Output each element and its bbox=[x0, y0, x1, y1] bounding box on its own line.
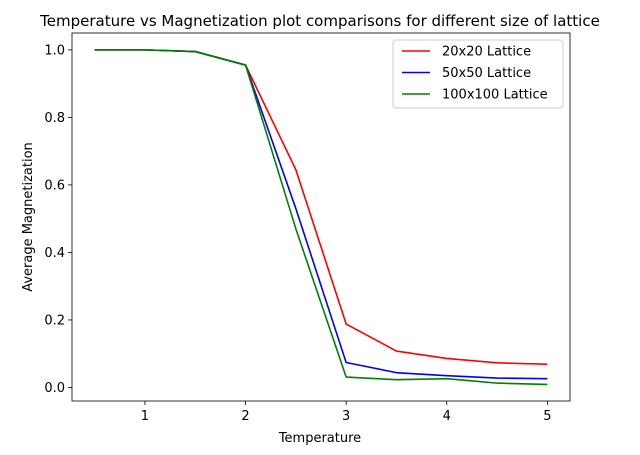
series-line-3 bbox=[94, 49, 548, 386]
y-tick-label: 0.4 bbox=[44, 246, 65, 261]
x-axis: 1 2 3 4 5 bbox=[141, 401, 552, 424]
legend-label: 100x100 Lattice bbox=[442, 88, 548, 103]
plot-frame bbox=[71, 32, 571, 402]
series-lines bbox=[94, 49, 548, 386]
legend-label: 20x20 Lattice bbox=[442, 45, 531, 60]
legend: 20x20 Lattice 50x50 Lattice 100x100 Lattic… bbox=[392, 39, 564, 109]
y-tick-label: 1.0 bbox=[44, 43, 65, 58]
x-tick-label: 1 bbox=[141, 409, 149, 424]
y-tick-label: 0.2 bbox=[44, 313, 65, 328]
legend-label: 50x50 Lattice bbox=[442, 66, 531, 81]
x-tick-label: 4 bbox=[443, 409, 451, 424]
y-tick-label: 0.6 bbox=[44, 178, 65, 193]
x-axis-label: Temperature bbox=[278, 431, 361, 446]
y-axis-label: Average Magnetization bbox=[21, 142, 36, 292]
x-tick-label: 5 bbox=[543, 409, 551, 424]
x-tick-label: 3 bbox=[342, 409, 350, 424]
legend-box bbox=[392, 39, 564, 109]
x-tick-label: 2 bbox=[241, 409, 249, 424]
y-tick-label: 0.8 bbox=[44, 111, 65, 126]
y-tick-label: 0.0 bbox=[44, 381, 65, 396]
chart-title: Temperature vs Magnetization plot compar… bbox=[39, 12, 600, 30]
plot-area bbox=[71, 32, 571, 402]
y-axis: 0.0 0.2 0.4 0.6 0.8 1.0 bbox=[44, 43, 72, 396]
